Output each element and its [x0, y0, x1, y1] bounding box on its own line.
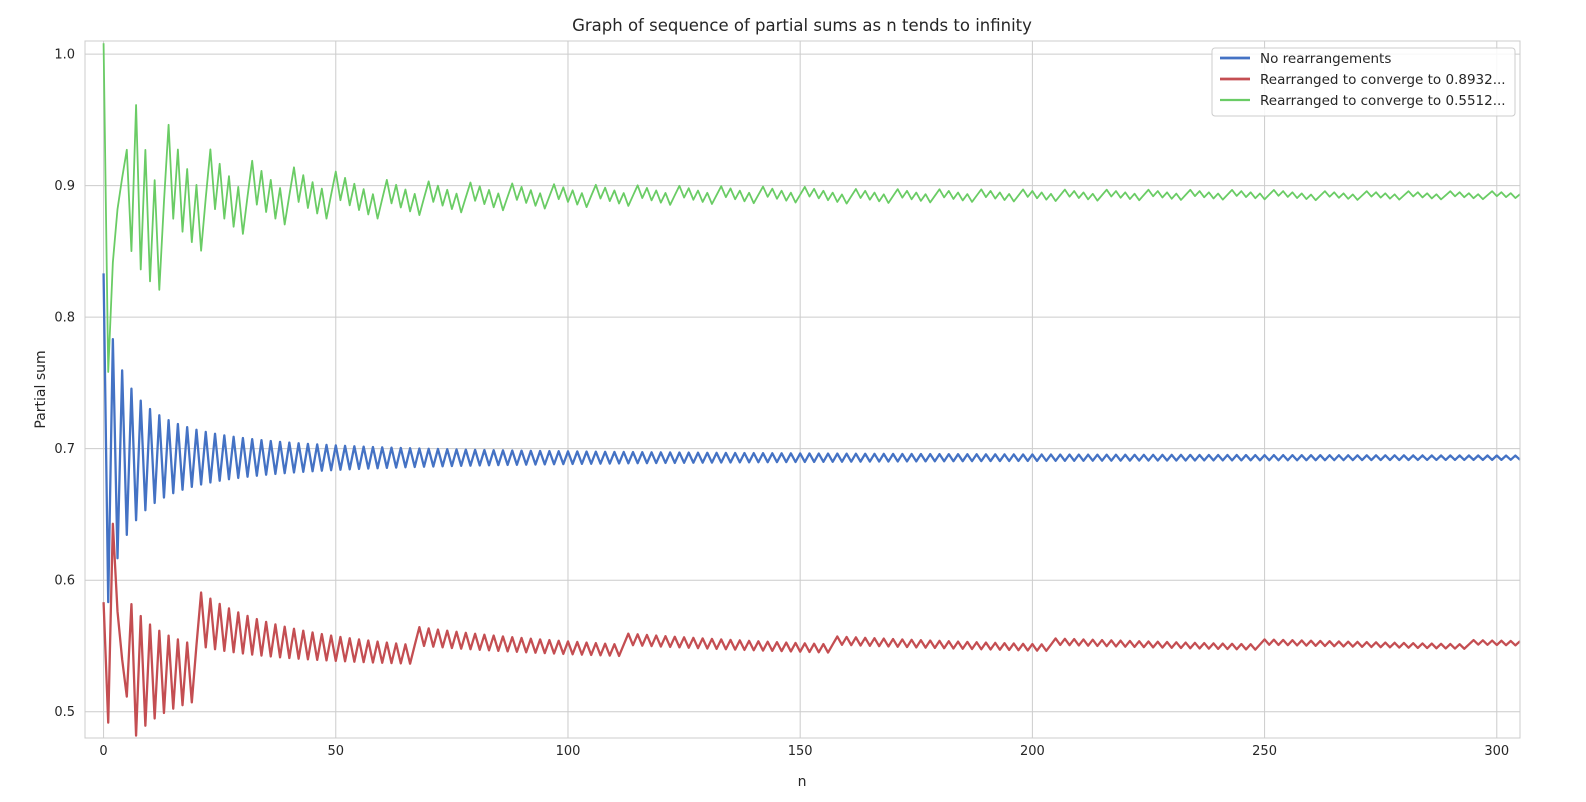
legend-box: [1211, 47, 1516, 117]
x-tick-label: 150: [788, 744, 813, 759]
series-line-0: [102, 273, 1521, 604]
x-axis-label: n: [798, 774, 807, 790]
x-tick-label: 300: [1484, 744, 1509, 759]
legend-label: No rearrangements: [1260, 51, 1391, 67]
y-tick-label: 1.0: [54, 48, 75, 63]
chart-title: Graph of sequence of partial sums as n t…: [572, 16, 1032, 35]
legend-label: Rearranged to converge to 0.5512...: [1260, 93, 1506, 109]
legend: No rearrangements Rearranged to converge …: [1211, 47, 1516, 117]
y-axis-label: Partial sum: [33, 350, 49, 428]
x-tick-label: 200: [1020, 744, 1045, 759]
plot-background: [85, 41, 1520, 738]
x-tick-label: 250: [1252, 744, 1277, 759]
y-tick-label: 0.9: [54, 179, 75, 194]
x-tick-label: 50: [328, 744, 345, 759]
x-tick-label: 0: [99, 744, 107, 759]
legend-label: Rearranged to converge to 0.8932...: [1260, 72, 1506, 88]
series-line-1: [102, 522, 1521, 737]
plot-frame: [84, 40, 1521, 739]
series-line-2: [102, 43, 1521, 373]
y-tick-label: 0.5: [54, 705, 75, 720]
y-tick-label: 0.6: [54, 574, 75, 589]
y-tick-label: 0.8: [54, 311, 75, 326]
series-layer: [102, 43, 1521, 737]
tick-labels: 0 50 100 150 200 250 300 0.5 0.6 0.7 0.8 0.9 1.0: [54, 48, 1509, 759]
x-tick-label: 100: [556, 744, 581, 759]
y-tick-label: 0.7: [54, 442, 75, 457]
